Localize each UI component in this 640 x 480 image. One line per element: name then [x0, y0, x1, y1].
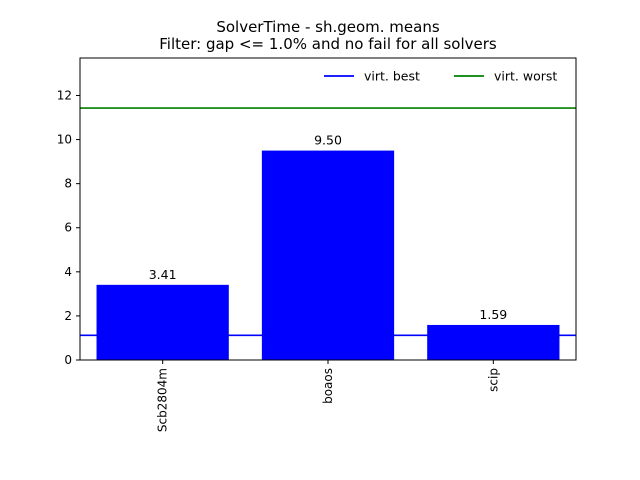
y-tick-label: 2 [64, 309, 72, 323]
bar-value-label: 1.59 [479, 307, 507, 322]
x-tick-label: boaos [321, 368, 335, 404]
chart-subtitle: Filter: gap <= 1.0% and no fail for all … [159, 35, 497, 53]
y-tick-label: 4 [64, 265, 72, 279]
y-tick-label: 6 [64, 221, 72, 235]
bar-scip [427, 324, 560, 360]
legend-entry: virt. best [364, 69, 420, 84]
plot-area: 3.41 9.50 1.59 0 2 4 6 8 10 12 Scb2804m boaos scip vi… [57, 57, 577, 432]
x-tick-label: Scb2804m [156, 368, 170, 432]
bar-boaos [261, 150, 395, 360]
x-tick-label: scip [486, 368, 500, 392]
chart-title: SolverTime - sh.geom. means [216, 18, 440, 36]
y-tick-label: 12 [57, 88, 72, 102]
y-tick-label: 8 [64, 177, 72, 191]
legend-entry: virt. worst [494, 69, 557, 84]
bar-value-label: 3.41 [149, 267, 177, 282]
y-tick-label: 10 [57, 133, 72, 147]
bar-Scb2804m [96, 284, 229, 360]
bar-value-label: 9.50 [314, 133, 342, 148]
y-tick-label: 0 [64, 353, 72, 367]
